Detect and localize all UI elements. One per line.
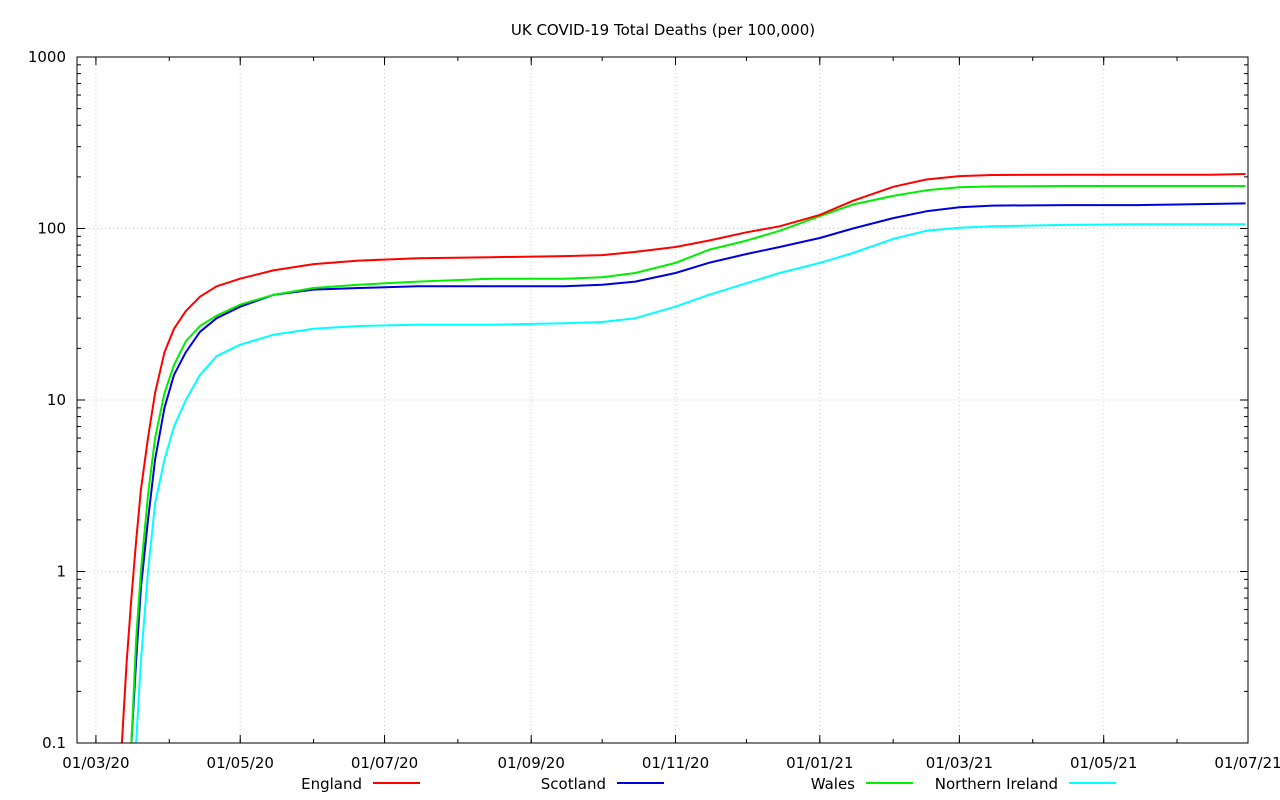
y-tick-label: 100 <box>37 220 66 238</box>
y-tick-label: 1 <box>56 563 66 581</box>
y-tick-label: 1000 <box>28 48 66 66</box>
x-tick-label: 01/03/20 <box>62 754 129 772</box>
legend-label: Northern Ireland <box>935 775 1058 793</box>
x-tick-label: 01/01/21 <box>786 754 853 772</box>
x-tick-label: 01/03/21 <box>926 754 993 772</box>
legend: England Scotland Wales Northern Ireland <box>301 775 1116 793</box>
series-line-scotland <box>130 202 1246 743</box>
series-line-england <box>120 173 1246 743</box>
y-tick-label: 10 <box>47 391 66 409</box>
x-tick-label: 01/11/20 <box>642 754 709 772</box>
tick-layer: 01/03/20 01/05/20 01/07/20 01/09/20 01/11/20… <box>28 48 1280 772</box>
series-layer <box>120 173 1246 743</box>
series-line-wales <box>130 185 1246 743</box>
chart-title: UK COVID-19 Total Deaths (per 100,000) <box>511 21 815 39</box>
x-tick-label: 01/07/21 <box>1214 754 1280 772</box>
series-line-northern-ireland <box>135 223 1246 743</box>
x-tick-label: 01/05/21 <box>1070 754 1137 772</box>
legend-label: Scotland <box>541 775 606 793</box>
x-tick-label: 01/09/20 <box>498 754 565 772</box>
x-tick-label: 01/05/20 <box>207 754 274 772</box>
x-tick-label: 01/07/20 <box>351 754 418 772</box>
legend-label: England <box>301 775 362 793</box>
y-tick-label: 0.1 <box>42 734 66 752</box>
legend-label: Wales <box>811 775 855 793</box>
